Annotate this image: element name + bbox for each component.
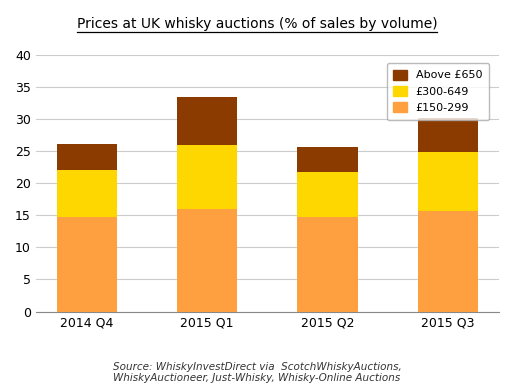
Bar	[418, 211, 478, 312]
Bar	[418, 118, 478, 152]
Bar	[177, 96, 237, 145]
Bar	[177, 145, 237, 209]
Bar	[57, 170, 117, 217]
Text: Prices at UK whisky auctions (% of sales by volume): Prices at UK whisky auctions (% of sales…	[77, 17, 437, 31]
Bar	[57, 217, 117, 312]
Bar	[298, 147, 358, 172]
Bar	[418, 152, 478, 211]
Bar	[57, 144, 117, 170]
Bar	[298, 217, 358, 312]
Bar	[177, 209, 237, 312]
Bar	[298, 172, 358, 217]
Legend: Above £650, £300-649, £150-299: Above £650, £300-649, £150-299	[387, 63, 489, 120]
Text: Source: WhiskyInvestDirect via  ScotchWhiskyAuctions,
WhiskyAuctioneer, Just-Whi: Source: WhiskyInvestDirect via ScotchWhi…	[113, 361, 401, 383]
